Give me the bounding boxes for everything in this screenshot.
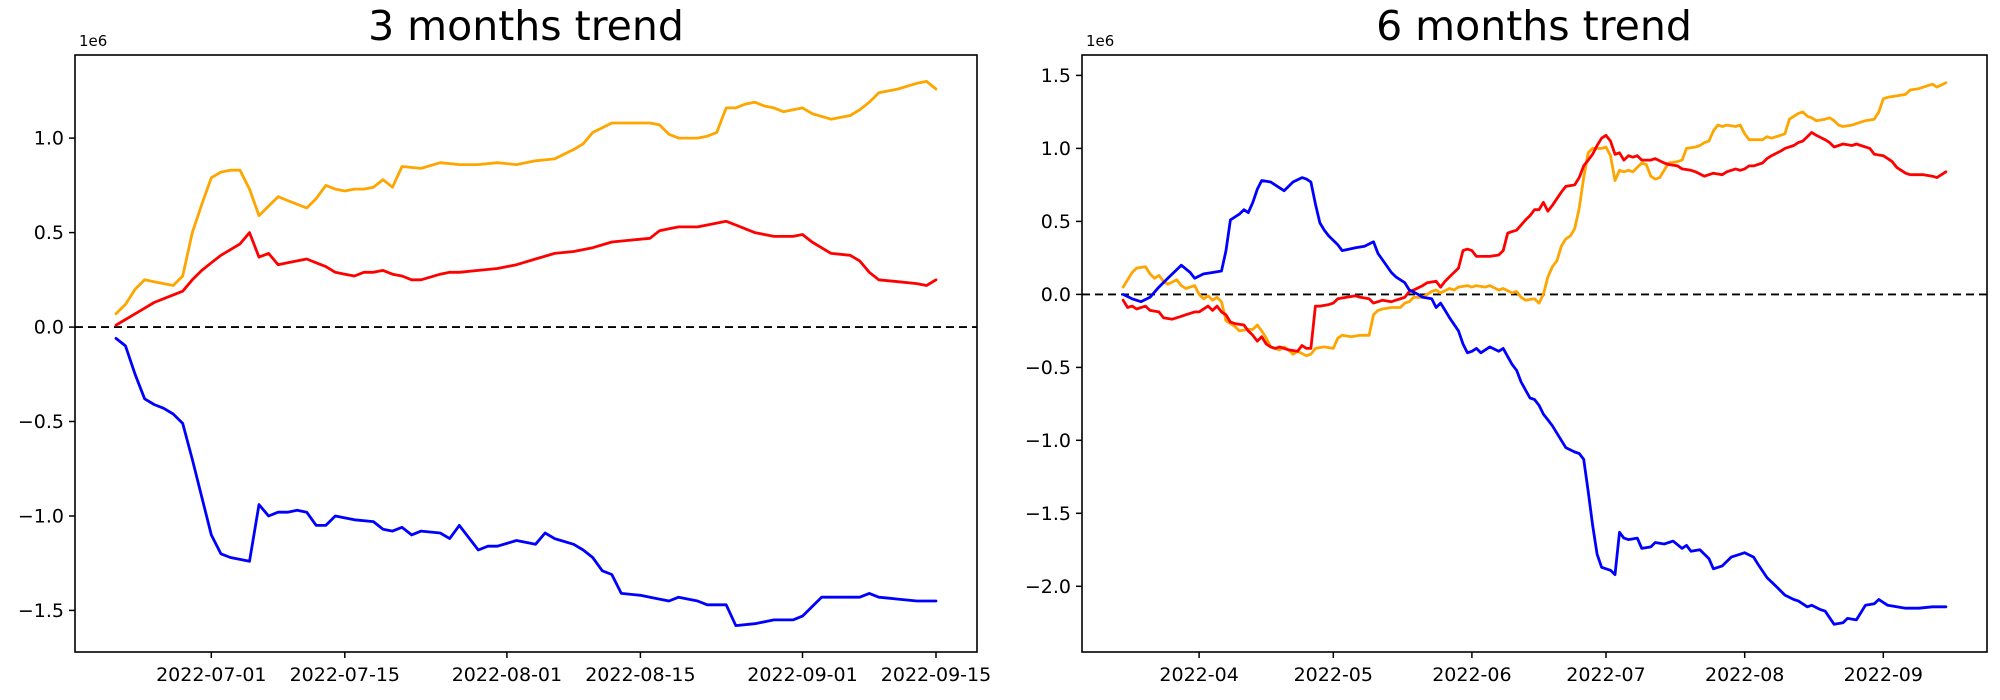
y-tick-label: −1.5: [1025, 503, 1071, 525]
chart-title-3-months: 3 months trend: [368, 2, 684, 50]
x-tick-label: 2022-07-15: [290, 664, 400, 686]
series-line-orange: [1121, 81, 1948, 358]
series-line-blue: [114, 336, 938, 627]
x-tick-label: 2022-06: [1432, 664, 1511, 686]
x-tick-label: 2022-05: [1294, 664, 1373, 686]
y-tick-label: 0.0: [34, 317, 64, 339]
axes-spines: [74, 54, 978, 653]
y-tick-label: −1.0: [1025, 430, 1071, 452]
y-tick-label: 0.0: [1041, 284, 1071, 306]
y-tick-label: 1.0: [34, 128, 64, 150]
series-line-blue: [1121, 176, 1948, 626]
y-tick-label: 1.5: [1041, 65, 1071, 87]
x-tick-label: 2022-09-15: [881, 664, 991, 686]
y-axis-offset-label-right: 1e6: [1086, 32, 1115, 50]
x-tick-label: 2022-08-15: [585, 664, 695, 686]
y-tick-label: −0.5: [18, 411, 64, 433]
series-line-red: [1121, 130, 1948, 353]
axes-spines: [1081, 54, 1988, 653]
x-tick-label: 2022-04: [1159, 664, 1238, 686]
x-tick-label: 2022-09: [1844, 664, 1923, 686]
x-tick-label: 2022-08-01: [452, 664, 562, 686]
series-line-red: [114, 219, 938, 327]
x-tick-label: 2022-08: [1705, 664, 1784, 686]
x-tick-label: 2022-07: [1566, 664, 1645, 686]
y-tick-label: −2.0: [1025, 576, 1071, 598]
y-tick-label: −1.0: [18, 506, 64, 528]
y-tick-label: 1.0: [1041, 138, 1071, 160]
series-line-orange: [114, 80, 938, 316]
x-tick-label: 2022-09-01: [747, 664, 857, 686]
y-tick-label: −0.5: [1025, 357, 1071, 379]
chart-title-6-months: 6 months trend: [1376, 2, 1692, 50]
y-tick-label: 0.5: [1041, 211, 1071, 233]
y-tick-label: −1.5: [18, 600, 64, 622]
x-tick-label: 2022-07-01: [156, 664, 266, 686]
y-tick-label: 0.5: [34, 222, 64, 244]
y-axis-offset-label-left: 1e6: [79, 32, 108, 50]
